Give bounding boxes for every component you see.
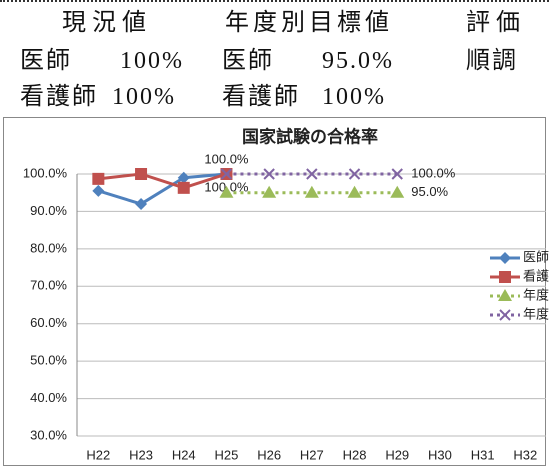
data-label: 100.0% — [411, 165, 456, 180]
y-tick-label: 60.0% — [30, 315, 67, 330]
y-tick-label: 90.0% — [30, 203, 67, 218]
data-point — [135, 197, 148, 210]
x-tick-label: H32 — [513, 447, 537, 462]
summary-table: 現況値 年度別目標値 評価 医師 100% 医師 95.0% 順調 看護師 10… — [0, 0, 549, 112]
legend-label: 看護師 — [523, 268, 549, 283]
data-point — [92, 184, 105, 197]
legend-marker — [499, 252, 511, 264]
x-tick-label: H23 — [129, 447, 153, 462]
y-tick-label: 70.0% — [30, 278, 67, 293]
cell: 医師 — [222, 48, 274, 74]
y-tick-label: 80.0% — [30, 240, 67, 255]
x-tick-label: H29 — [385, 447, 409, 462]
x-tick-label: H30 — [428, 447, 452, 462]
cell: 100% — [112, 84, 176, 110]
data-point — [391, 168, 403, 180]
data-point — [306, 168, 318, 180]
data-point — [262, 185, 277, 198]
cell: 100% — [120, 48, 184, 74]
legend-marker — [499, 309, 511, 321]
data-point — [347, 185, 362, 198]
legend-label: 年度別目標(看) — [523, 306, 549, 321]
data-point — [348, 168, 361, 180]
cell: 看護師 — [222, 84, 300, 110]
x-tick-label: H28 — [343, 447, 367, 462]
header-cell: 評価 — [466, 10, 526, 36]
legend-label: 医師 — [523, 249, 549, 264]
legend-marker — [498, 289, 512, 301]
x-tick-label: H25 — [215, 447, 239, 462]
data-point — [304, 185, 319, 198]
legend-marker — [499, 271, 511, 283]
data-label: 100.0% — [204, 151, 249, 166]
x-tick-label: H24 — [172, 447, 196, 462]
cell: 看護師 — [20, 84, 98, 110]
data-point — [177, 181, 190, 194]
header-cell: 現況値 — [62, 10, 152, 36]
data-point — [135, 168, 148, 180]
data-point — [263, 168, 275, 180]
cell: 100% — [322, 84, 386, 110]
x-tick-label: H31 — [471, 447, 495, 462]
data-point — [390, 185, 405, 198]
legend-label: 年度別目標(医) — [523, 287, 549, 302]
x-tick-label: H26 — [257, 447, 281, 462]
series-line — [97, 172, 227, 206]
header-cell: 年度別目標値 — [225, 10, 393, 36]
series-line — [98, 172, 227, 190]
y-tick-label: 40.0% — [30, 390, 67, 405]
chart-title: 国家試験の合格率 — [242, 126, 378, 146]
chart: 国家試験の合格率 30.0% 40.0% 50.0% 60.0% 70.0% 80.0% 9… — [3, 117, 549, 466]
x-tick-label: H22 — [86, 447, 110, 462]
cell: 順調 — [466, 48, 518, 74]
data-label: 95.0% — [411, 184, 448, 199]
data-point — [177, 171, 190, 184]
data-point — [219, 185, 234, 198]
y-tick-label: 50.0% — [30, 353, 67, 368]
y-tick-label: 100.0% — [23, 165, 68, 180]
cell: 95.0% — [322, 48, 394, 74]
data-point — [92, 172, 105, 185]
y-tick-label: 30.0% — [30, 427, 67, 442]
x-tick-label: H27 — [300, 447, 324, 462]
cell: 医師 — [20, 48, 72, 74]
data-point — [220, 168, 233, 180]
